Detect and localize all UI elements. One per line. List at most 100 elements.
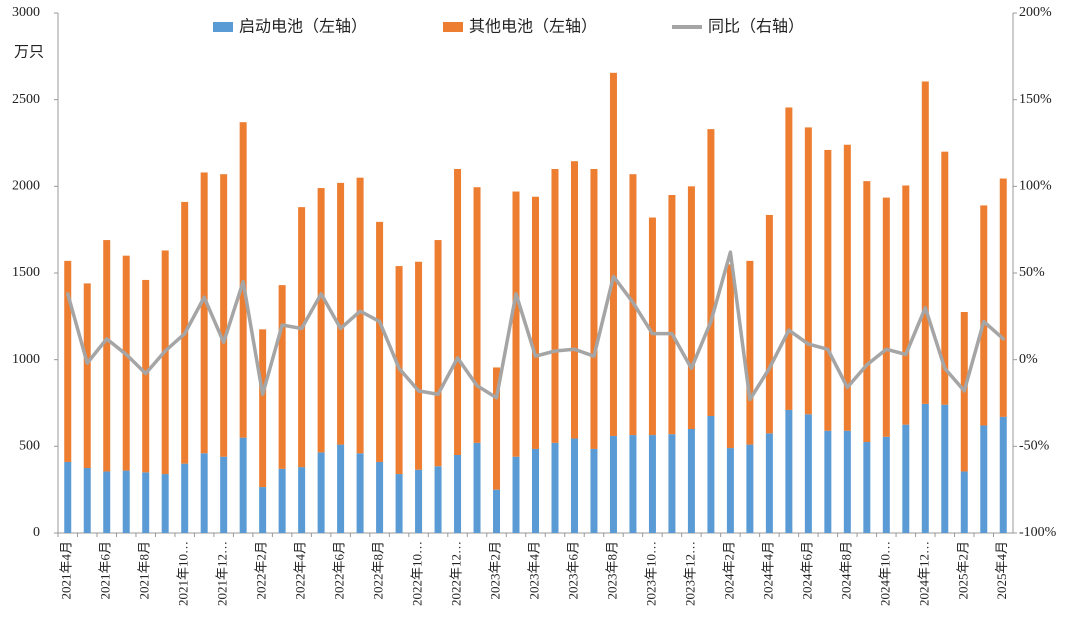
x-tick-label: 2022年2月: [254, 541, 269, 600]
x-tick-label: 2024年12…: [916, 541, 931, 606]
bar-segment: [337, 444, 345, 533]
bar-segment: [999, 178, 1007, 417]
y2-tick-label: 100%: [1019, 179, 1052, 194]
x-tick-label: 2024年4月: [760, 541, 775, 600]
bar-segment: [298, 467, 306, 533]
x-tick-label: 2023年12…: [682, 541, 697, 606]
bar-segment: [882, 436, 890, 533]
bar-segment: [785, 107, 793, 410]
bar-segment: [687, 429, 695, 533]
bar-segment: [999, 416, 1007, 533]
bar-segment: [298, 207, 306, 468]
bar-segment: [103, 240, 111, 472]
bar-segment: [668, 195, 676, 435]
bar-segment: [668, 434, 676, 533]
bar-segment: [64, 260, 72, 462]
bar-segment: [941, 151, 949, 405]
y2-tick-label: 0%: [1019, 352, 1038, 367]
x-tick-label: 2022年10…: [410, 541, 425, 606]
bar-segment: [980, 205, 988, 426]
bar-segment: [687, 186, 695, 429]
bar-segment: [415, 261, 423, 470]
x-tick-label: 2023年2月: [488, 541, 503, 600]
x-tick-label: 2025年4月: [994, 541, 1009, 600]
y2-tick-label: 50%: [1019, 265, 1045, 280]
bar-segment: [532, 196, 539, 449]
x-tick-label: 2023年6月: [565, 541, 580, 600]
bar-segment: [570, 161, 578, 439]
bar-segment: [200, 172, 208, 454]
legend-label: 启动电池（左轴）: [239, 17, 367, 36]
bar-segment: [493, 489, 501, 533]
bar-segment: [220, 174, 228, 457]
y2-tick-label: -100%: [1019, 525, 1057, 540]
bar-segment: [200, 453, 208, 533]
x-tick-label: 2022年4月: [293, 541, 308, 600]
bar-segment: [609, 72, 617, 436]
y-unit: 万只: [14, 43, 44, 61]
bar-segment: [317, 452, 325, 533]
y2-tick-label: 150%: [1019, 92, 1052, 107]
bar-segment: [181, 463, 189, 533]
bar-segment: [259, 329, 267, 488]
y-tick-label: 1000: [12, 352, 40, 367]
x-tick-label: 2023年8月: [604, 541, 619, 600]
bar-segment: [921, 81, 929, 404]
bar-segment: [376, 221, 384, 462]
bar-segment: [512, 456, 520, 533]
bar-segment: [648, 217, 656, 436]
bar-segment: [278, 468, 286, 533]
bar-segment: [960, 471, 968, 533]
bar-segment: [103, 471, 111, 533]
bar-segment: [161, 250, 169, 475]
x-tick-label: 2024年6月: [799, 541, 814, 600]
bar-segment: [843, 144, 851, 431]
bar-segment: [609, 435, 617, 533]
bar-segment: [493, 367, 501, 490]
x-tick-label: 2024年2月: [721, 541, 736, 600]
bar-segment: [590, 169, 598, 449]
bar-segment: [142, 279, 150, 473]
y2-tick-label: -50%: [1019, 439, 1050, 454]
legend-label: 其他电池（左轴）: [469, 17, 597, 36]
y2-tick-label: 200%: [1019, 5, 1052, 20]
bar-segment: [785, 409, 793, 533]
y-tick-label: 1500: [12, 265, 40, 280]
bar-segment: [804, 414, 812, 533]
x-tick-label: 2021年8月: [137, 541, 152, 600]
bar-segment: [629, 435, 637, 533]
yoy-line: [65, 250, 1006, 402]
x-tick-label: 2025年2月: [955, 541, 970, 600]
bar-segment: [356, 177, 364, 454]
x-tick-label: 2024年8月: [838, 541, 853, 600]
bar-segment: [843, 430, 851, 533]
x-tick-label: 2021年10…: [176, 541, 191, 606]
bar-segment: [532, 448, 539, 533]
bar-segment: [239, 437, 247, 533]
x-tick-label: 2022年8月: [371, 541, 386, 600]
bar-segment: [921, 403, 929, 533]
bar-segment: [434, 240, 442, 467]
x-tick-label: 2024年10…: [877, 541, 892, 606]
bar-segment: [902, 185, 910, 425]
bar-segment: [551, 169, 559, 443]
bar-segment: [454, 169, 462, 455]
bar-segment: [648, 435, 656, 533]
x-tick-label: 2023年4月: [526, 541, 541, 600]
bar-segment: [395, 474, 403, 533]
bar-segment: [220, 456, 228, 533]
bar-segment: [356, 453, 364, 533]
bar-segment: [551, 442, 559, 533]
x-tick-label: 2021年6月: [98, 541, 113, 600]
legend-label: 同比（右轴）: [708, 17, 804, 36]
x-tick-label: 2021年4月: [59, 541, 74, 600]
bar-segment: [337, 182, 345, 445]
y-tick-label: 2500: [12, 92, 40, 107]
bar-segment: [765, 433, 773, 533]
y-tick-label: 3000: [12, 5, 40, 20]
bar-segment: [278, 285, 286, 469]
bar-segment: [824, 149, 832, 431]
bar-segment: [454, 455, 462, 533]
bar-segment: [707, 416, 715, 533]
